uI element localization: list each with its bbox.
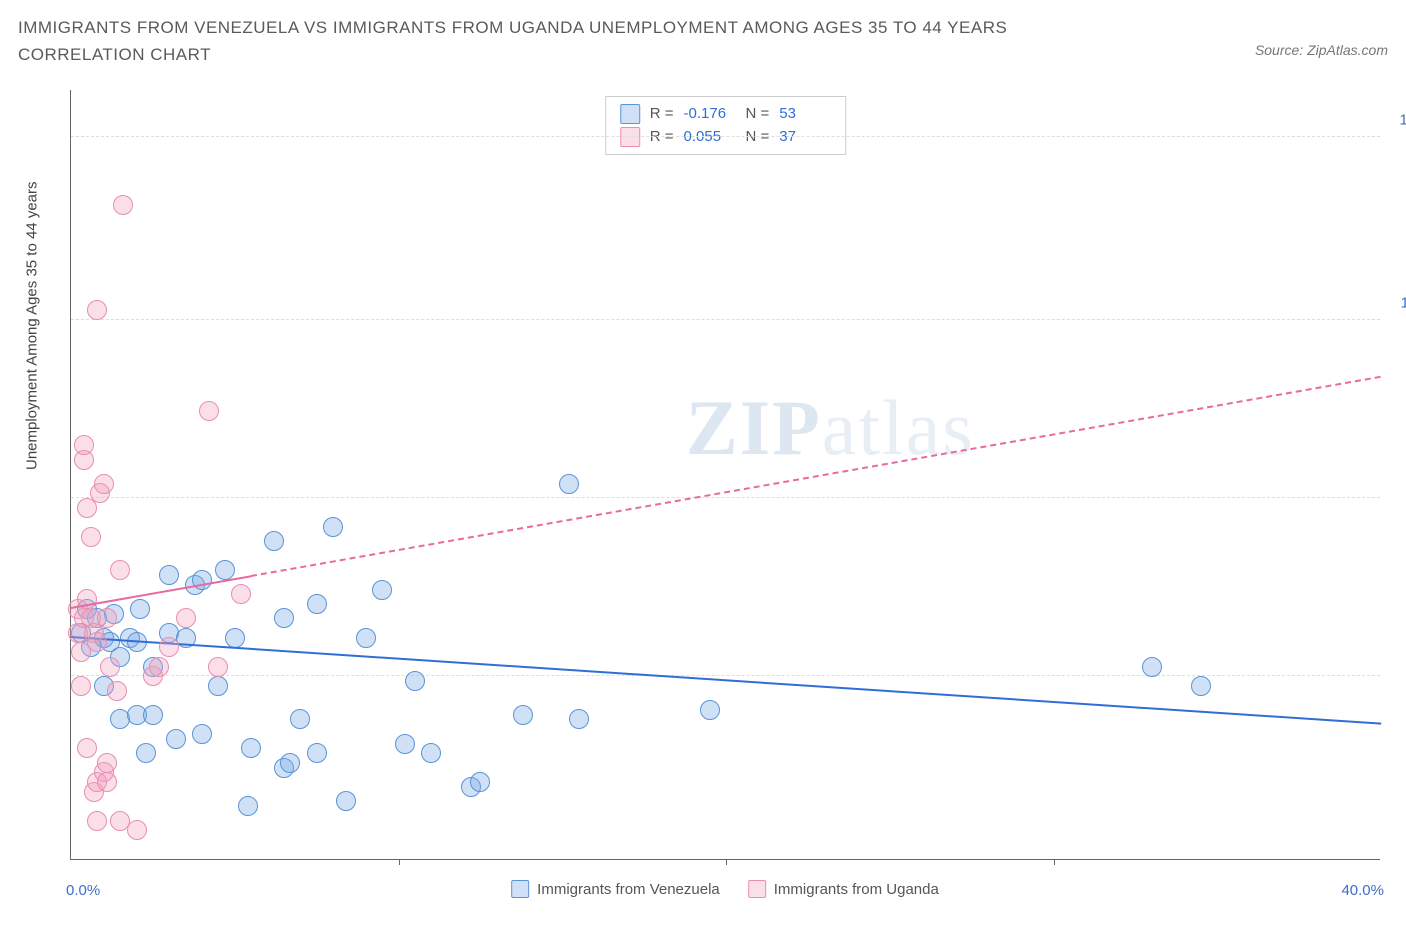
legend-label: Immigrants from Venezuela <box>537 881 720 898</box>
gridline <box>71 675 1380 676</box>
correlation-legend: R =-0.176N =53R =0.055N =37 <box>605 96 847 155</box>
data-point <box>372 580 392 600</box>
legend-swatch <box>620 104 640 124</box>
data-point <box>97 753 117 773</box>
data-point <box>215 560 235 580</box>
data-point <box>421 743 441 763</box>
x-tick-mark <box>1054 859 1055 865</box>
plot-area: ZIPatlas R =-0.176N =53R =0.055N =37 3.8… <box>70 90 1380 860</box>
r-label: R = <box>650 103 674 126</box>
data-point <box>143 705 163 725</box>
legend-item: Immigrants from Uganda <box>748 880 939 898</box>
y-tick-label: 3.8% <box>1387 651 1406 668</box>
data-point <box>208 657 228 677</box>
legend-item: Immigrants from Venezuela <box>511 880 720 898</box>
data-point <box>166 729 186 749</box>
data-point <box>700 700 720 720</box>
data-point <box>208 676 228 696</box>
legend-swatch <box>511 880 529 898</box>
data-point <box>225 628 245 648</box>
x-tick-mark <box>399 859 400 865</box>
data-point <box>77 738 97 758</box>
gridline <box>71 136 1380 137</box>
x-axis: 0.0% Immigrants from VenezuelaImmigrants… <box>70 872 1380 902</box>
data-point <box>81 527 101 547</box>
x-tick-mark <box>726 859 727 865</box>
data-point <box>100 657 120 677</box>
data-point <box>192 724 212 744</box>
trend-line <box>71 636 1381 725</box>
data-point <box>323 517 343 537</box>
chart-title: IMMIGRANTS FROM VENEZUELA VS IMMIGRANTS … <box>18 14 1118 68</box>
data-point <box>280 753 300 773</box>
data-point <box>264 531 284 551</box>
data-point <box>130 599 150 619</box>
data-point <box>159 637 179 657</box>
legend-swatch <box>748 880 766 898</box>
data-point <box>274 608 294 628</box>
legend-label: Immigrants from Uganda <box>774 881 939 898</box>
x-max-label: 40.0% <box>1341 882 1384 899</box>
data-point <box>110 560 130 580</box>
data-point <box>199 401 219 421</box>
data-point <box>356 628 376 648</box>
data-point <box>97 772 117 792</box>
data-point <box>405 671 425 691</box>
r-value: -0.176 <box>684 103 736 126</box>
data-point <box>470 772 490 792</box>
data-point <box>290 709 310 729</box>
gridline <box>71 497 1380 498</box>
data-point <box>159 565 179 585</box>
data-point <box>74 435 94 455</box>
data-point <box>569 709 589 729</box>
trend-line <box>251 376 1381 577</box>
data-point <box>71 676 91 696</box>
y-tick-label: 7.5% <box>1387 473 1406 490</box>
data-point <box>127 820 147 840</box>
data-point <box>559 474 579 494</box>
source-label: Source: ZipAtlas.com <box>1255 42 1388 58</box>
data-point <box>395 734 415 754</box>
data-point <box>336 791 356 811</box>
y-tick-label: 11.2% <box>1387 295 1406 312</box>
gridline <box>71 319 1380 320</box>
data-point <box>87 632 107 652</box>
data-point <box>97 608 117 628</box>
data-point <box>307 743 327 763</box>
data-point <box>87 300 107 320</box>
data-point <box>1142 657 1162 677</box>
y-tick-label: 15.0% <box>1387 112 1406 129</box>
data-point <box>107 681 127 701</box>
data-point <box>87 811 107 831</box>
data-point <box>113 195 133 215</box>
chart-container: Unemployment Among Ages 35 to 44 years Z… <box>50 90 1390 900</box>
correlation-row: R = -0.176 N = 53 <box>620 103 832 126</box>
n-value: 53 <box>779 103 831 126</box>
data-point <box>176 608 196 628</box>
data-point <box>513 705 533 725</box>
y-axis-label: Unemployment Among Ages 35 to 44 years <box>24 181 41 470</box>
data-point <box>1191 676 1211 696</box>
data-point <box>136 743 156 763</box>
series-legend: Immigrants from Venezuela Immigrants from… <box>511 880 939 898</box>
n-label: N = <box>746 103 770 126</box>
watermark: ZIPatlas <box>686 383 975 473</box>
data-point <box>307 594 327 614</box>
data-point <box>238 796 258 816</box>
x-min-label: 0.0% <box>66 882 100 899</box>
data-point <box>149 657 169 677</box>
data-point <box>231 584 251 604</box>
data-point <box>241 738 261 758</box>
data-point <box>94 474 114 494</box>
